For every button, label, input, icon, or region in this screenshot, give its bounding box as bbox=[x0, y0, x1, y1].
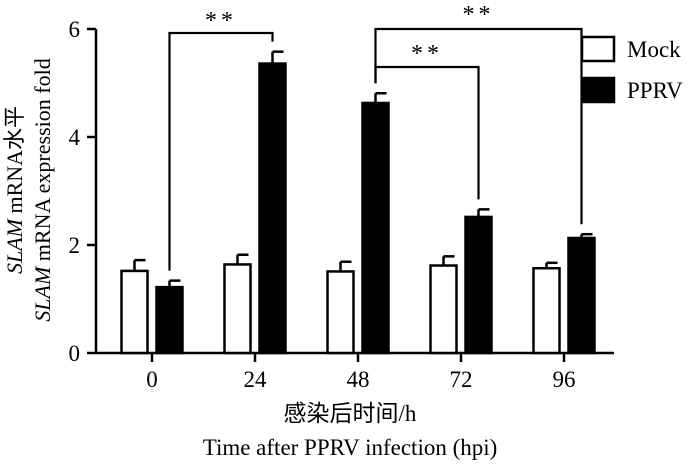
significance-bracket bbox=[374, 65, 480, 200]
x-axis-title-english: Time after PPRV infection (hpi) bbox=[203, 435, 498, 460]
y-axis-title-english: SLAM mRNA expression fold bbox=[30, 58, 55, 321]
y-tick-label: 6 bbox=[69, 17, 81, 42]
bar-pprv bbox=[258, 62, 287, 355]
bar-mock bbox=[223, 263, 252, 355]
significance-bracket bbox=[374, 27, 583, 225]
bar-mock bbox=[429, 264, 458, 355]
legend: Mock PPRV bbox=[580, 35, 683, 104]
bar-mock bbox=[326, 270, 355, 355]
bar-pprv bbox=[361, 101, 390, 355]
bars bbox=[120, 50, 596, 355]
legend-label-pprv: PPRV bbox=[627, 78, 683, 103]
x-tick-label: 24 bbox=[244, 367, 268, 392]
legend-swatch-mock bbox=[580, 35, 616, 63]
x-tick-label: 48 bbox=[347, 367, 370, 392]
significance-bracket bbox=[168, 31, 274, 271]
significance-label: ** bbox=[411, 41, 443, 67]
legend-label-mock: Mock bbox=[627, 37, 681, 62]
y-axis-title-chinese: SLAM mRNA水平 bbox=[2, 106, 27, 274]
y-tick-label: 4 bbox=[69, 125, 81, 150]
y-tick-label: 2 bbox=[69, 233, 81, 258]
legend-swatch-pprv bbox=[580, 76, 616, 104]
significance-label: ** bbox=[205, 8, 237, 34]
bar-pprv bbox=[155, 285, 184, 355]
x-tick-label: 96 bbox=[553, 367, 576, 392]
y-tick-label: 0 bbox=[69, 341, 81, 366]
bar-mock bbox=[120, 269, 149, 355]
x-tick-label: 72 bbox=[450, 367, 473, 392]
bar-mock bbox=[532, 266, 561, 355]
significance-label: ** bbox=[463, 2, 495, 28]
bar-pprv bbox=[464, 215, 493, 355]
x-axis-title-chinese: 感染后时间/h bbox=[284, 401, 417, 426]
x-tick-label: 0 bbox=[146, 367, 158, 392]
bar-pprv bbox=[567, 236, 596, 355]
significance-brackets: ** ** ** bbox=[168, 2, 583, 271]
